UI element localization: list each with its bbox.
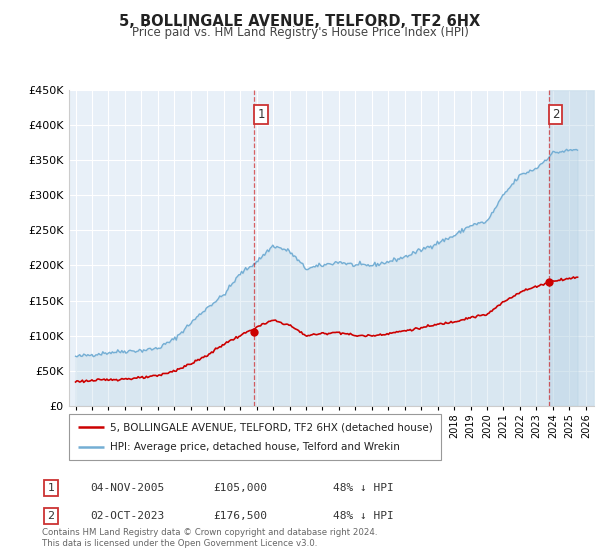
Text: 5, BOLLINGALE AVENUE, TELFORD, TF2 6HX: 5, BOLLINGALE AVENUE, TELFORD, TF2 6HX [119, 14, 481, 29]
Text: £176,500: £176,500 [213, 511, 267, 521]
FancyBboxPatch shape [69, 414, 441, 460]
Text: 48% ↓ HPI: 48% ↓ HPI [333, 511, 394, 521]
Text: 2: 2 [47, 511, 55, 521]
Text: 2: 2 [552, 108, 560, 121]
Text: 02-OCT-2023: 02-OCT-2023 [90, 511, 164, 521]
Text: 5, BOLLINGALE AVENUE, TELFORD, TF2 6HX (detached house): 5, BOLLINGALE AVENUE, TELFORD, TF2 6HX (… [110, 422, 433, 432]
Text: 04-NOV-2005: 04-NOV-2005 [90, 483, 164, 493]
Text: £105,000: £105,000 [213, 483, 267, 493]
Text: Price paid vs. HM Land Registry's House Price Index (HPI): Price paid vs. HM Land Registry's House … [131, 26, 469, 39]
Text: 1: 1 [47, 483, 55, 493]
Text: HPI: Average price, detached house, Telford and Wrekin: HPI: Average price, detached house, Telf… [110, 442, 400, 452]
Text: 1: 1 [257, 108, 265, 121]
Text: Contains HM Land Registry data © Crown copyright and database right 2024.
This d: Contains HM Land Registry data © Crown c… [42, 528, 377, 548]
Text: 48% ↓ HPI: 48% ↓ HPI [333, 483, 394, 493]
